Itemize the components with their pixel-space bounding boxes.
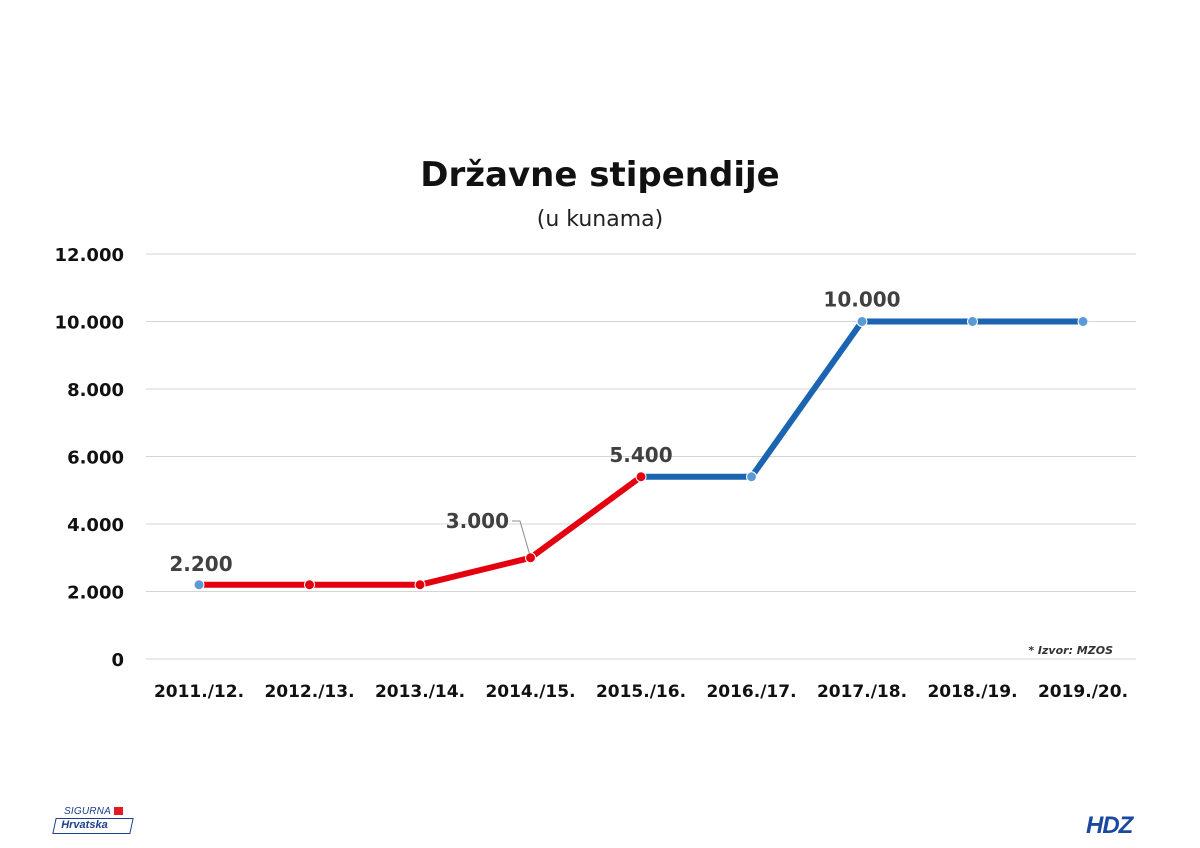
x-tick-label: 2017./18.: [817, 682, 907, 702]
data-marker: [193, 579, 205, 591]
x-tick-label: 2014./15.: [485, 682, 575, 702]
data-labels: 2.200 3.000 5.400 10.000: [169, 288, 900, 576]
data-markers: [193, 316, 1089, 591]
x-tick-label: 2019./20.: [1038, 682, 1128, 702]
hdz-logo: HDZ: [1086, 812, 1133, 839]
x-tick-label: 2015./16.: [596, 682, 686, 702]
x-tick-label: 2018./19.: [927, 682, 1017, 702]
data-marker: [746, 471, 757, 483]
logo-left-top-text: SIGURNA: [64, 806, 111, 817]
data-label: 2.200: [169, 552, 232, 576]
x-tick-label: 2011./12.: [154, 682, 244, 702]
sigurna-hrvatska-logo: SIGURNA Hrvatska: [52, 806, 134, 838]
y-tick-label: 0: [111, 650, 124, 671]
logo-flag-icon: [114, 807, 123, 815]
data-label: 3.000: [446, 509, 509, 533]
data-marker: [635, 471, 647, 483]
series-line-blue: [638, 318, 1086, 480]
chart-subtitle: (u kunama): [537, 207, 663, 232]
data-marker: [414, 579, 426, 591]
series-line-red: [196, 473, 644, 588]
x-axis-ticks: 2011./12. 2012./13. 2013./14. 2014./15. 2015…: [154, 682, 1128, 702]
data-label-leader-line: [512, 520, 530, 554]
x-tick-label: 2016./17.: [706, 682, 796, 702]
y-tick-label: 8.000: [67, 380, 124, 401]
data-marker: [1077, 316, 1089, 327]
data-label: 10.000: [823, 288, 900, 312]
data-marker: [525, 552, 536, 564]
chart-title: Državne stipendije: [420, 155, 779, 195]
gridlines: [146, 253, 1136, 660]
y-tick-label: 10.000: [55, 313, 124, 334]
logo-left-bottom-text: Hrvatska: [61, 819, 108, 831]
logo-left-box: Hrvatska: [52, 818, 134, 834]
y-tick-label: 12.000: [55, 245, 124, 266]
y-tick-label: 6.000: [67, 448, 124, 469]
y-tick-label: 2.000: [67, 583, 124, 604]
data-marker: [304, 579, 315, 591]
data-marker: [967, 316, 978, 327]
x-tick-label: 2013./14.: [375, 682, 465, 702]
data-label: 5.400: [609, 443, 672, 467]
y-tick-label: 4.000: [67, 515, 124, 536]
data-marker: [856, 316, 868, 327]
y-axis-ticks: 0 2.000 4.000 6.000 8.000 10.000 12.000: [55, 245, 124, 671]
source-note: * Izvor: MZOS: [1028, 644, 1113, 657]
x-tick-label: 2012./13.: [264, 682, 354, 702]
